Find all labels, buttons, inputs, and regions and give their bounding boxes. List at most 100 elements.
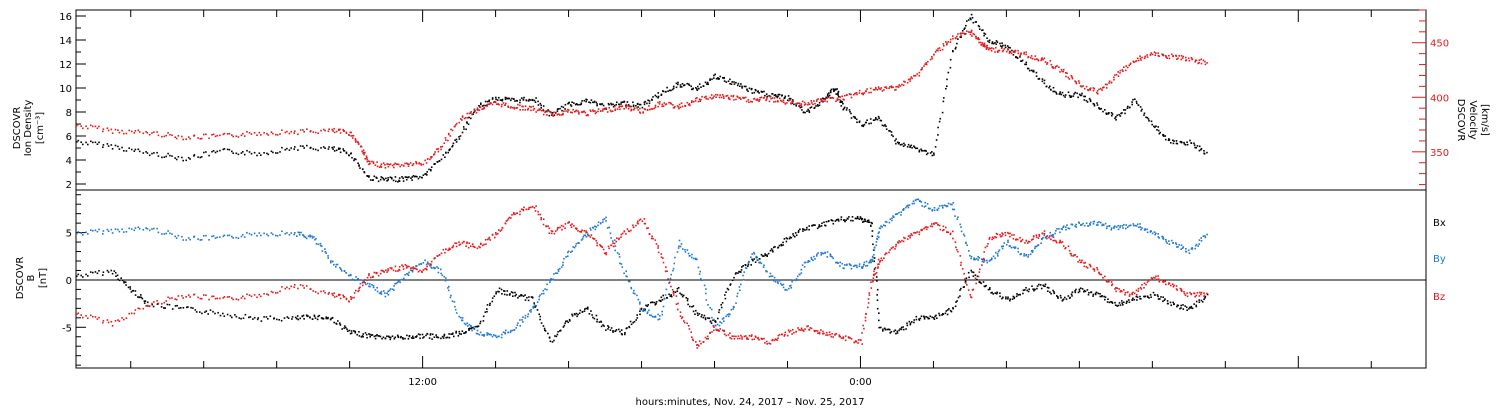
bx-point: [563, 324, 566, 327]
bx-point: [468, 328, 470, 330]
bz-point: [519, 210, 521, 213]
density-point: [405, 178, 408, 181]
bz-point: [121, 317, 123, 319]
density-point: [1104, 109, 1106, 111]
bx-point: [443, 333, 446, 336]
bz-point: [562, 225, 565, 228]
bx-point: [358, 335, 361, 337]
bx-point: [1005, 297, 1007, 300]
velocity-point: [133, 132, 136, 134]
bz-point: [175, 298, 178, 301]
bx-point: [317, 315, 319, 318]
bz-point: [422, 269, 425, 271]
density-point: [670, 89, 672, 92]
velocity-point: [554, 112, 557, 114]
density-point: [391, 177, 393, 180]
density-point: [253, 151, 256, 154]
by-point: [876, 235, 879, 238]
bx-point: [704, 317, 707, 319]
by-point: [892, 215, 894, 217]
by-point: [365, 283, 367, 286]
bx-point: [744, 264, 747, 266]
velocity-point: [727, 97, 730, 100]
by-point: [986, 261, 989, 264]
velocity-point: [650, 108, 653, 110]
density-point: [369, 179, 372, 181]
density-point: [1016, 56, 1018, 59]
bx-point: [329, 318, 332, 321]
density-point: [713, 74, 715, 77]
density-point: [197, 156, 199, 158]
bx-point: [821, 222, 823, 225]
bz-point: [615, 240, 617, 243]
velocity-point: [324, 129, 326, 132]
bx-point: [498, 291, 500, 293]
bz-point: [193, 293, 196, 296]
by-point: [968, 250, 970, 252]
bz-point: [632, 226, 635, 229]
density-point: [397, 181, 399, 183]
by-point: [587, 233, 589, 235]
bx-point: [919, 317, 922, 320]
bz-point: [889, 249, 891, 251]
bx-point: [163, 307, 165, 309]
density-point: [802, 111, 805, 114]
bz-point: [806, 325, 808, 328]
bz-point: [643, 218, 646, 220]
bz-point: [436, 255, 439, 257]
bx-point: [531, 297, 534, 299]
density-point: [999, 45, 1002, 47]
density-point: [765, 93, 768, 95]
velocity-point: [945, 41, 947, 43]
bz-point: [111, 325, 114, 327]
by-point: [951, 203, 953, 206]
density-tick-label: 8: [66, 108, 72, 119]
velocity-point: [1135, 60, 1138, 62]
density-point: [297, 149, 299, 151]
bz-point: [151, 302, 153, 305]
bx-point: [278, 319, 280, 321]
bx-point: [1064, 296, 1066, 299]
by-point: [773, 276, 776, 279]
bz-point: [134, 309, 137, 311]
bz-point: [1054, 239, 1056, 242]
bx-point: [995, 292, 998, 295]
bx-point: [794, 235, 796, 238]
density-point: [825, 97, 828, 99]
bz-point: [494, 236, 496, 239]
velocity-point: [909, 78, 911, 80]
by-point: [465, 323, 467, 326]
bz-point: [117, 319, 119, 321]
by-point: [189, 238, 191, 241]
bz-point: [939, 228, 942, 231]
density-point: [564, 103, 567, 106]
by-point: [965, 241, 967, 244]
bz-point: [391, 268, 393, 270]
bx-point: [180, 307, 182, 309]
bx-point: [876, 299, 879, 301]
velocity-point: [689, 104, 691, 107]
bz-point: [647, 227, 649, 229]
by-point: [1074, 225, 1076, 227]
by-point: [542, 292, 545, 295]
bz-point: [1024, 242, 1026, 244]
density-point: [966, 20, 968, 22]
velocity-point: [714, 93, 717, 96]
by-point: [372, 286, 375, 289]
velocity-point: [411, 164, 414, 167]
density-point: [913, 146, 916, 148]
by-point: [384, 295, 387, 298]
velocity-point: [803, 101, 806, 104]
bx-point: [341, 328, 343, 330]
bx-point: [860, 218, 863, 221]
bx-point: [457, 335, 460, 337]
velocity-point: [918, 74, 921, 77]
bz-point: [495, 233, 497, 236]
by-point: [1117, 224, 1119, 227]
by-point: [145, 227, 147, 229]
velocity-point: [914, 74, 917, 77]
velocity-point: [970, 29, 973, 32]
bx-point: [654, 303, 657, 306]
by-point: [1185, 248, 1187, 250]
bx-point: [1107, 298, 1109, 300]
